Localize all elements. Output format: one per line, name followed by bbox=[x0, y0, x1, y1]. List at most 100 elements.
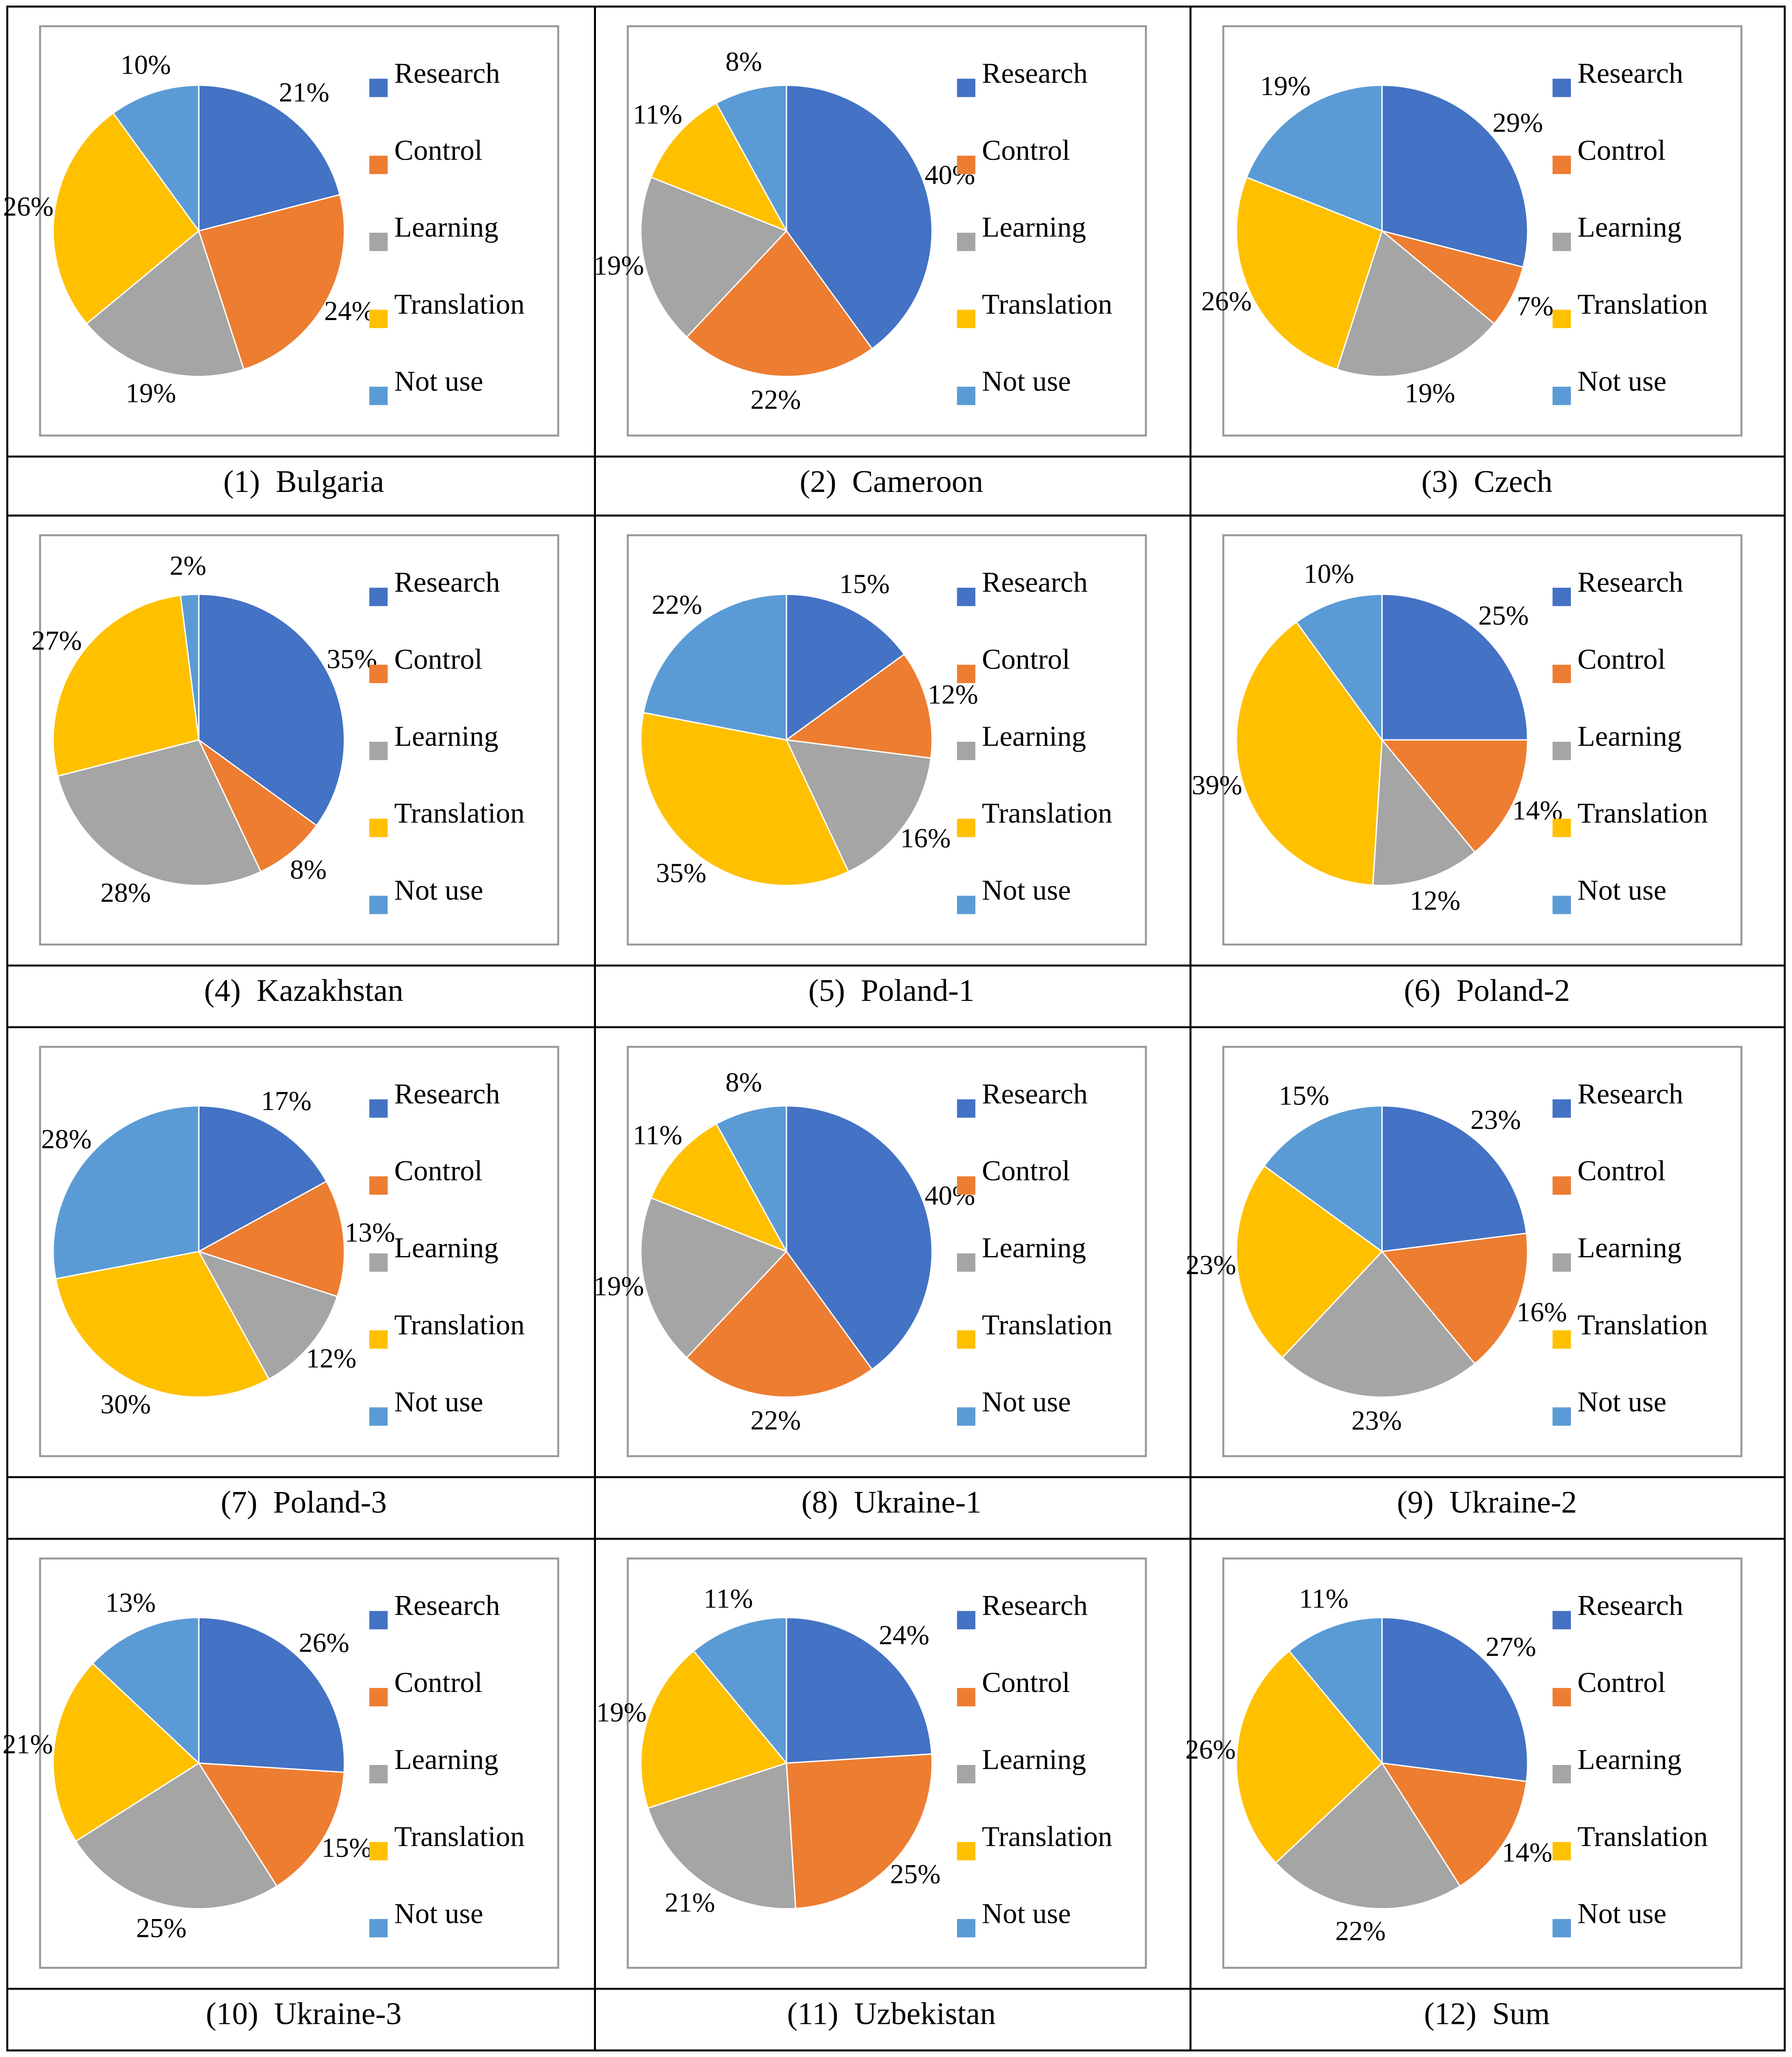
legend-label: Learning bbox=[982, 1231, 1086, 1264]
pie-slice bbox=[198, 194, 345, 371]
legend-label: Not use bbox=[394, 874, 483, 906]
pie-slice bbox=[1288, 1617, 1383, 1765]
legend-label: Research bbox=[1578, 1077, 1683, 1110]
pie-slice bbox=[1381, 1232, 1528, 1365]
legend-swatch bbox=[369, 1253, 388, 1272]
pie-slice bbox=[786, 1617, 933, 1764]
pie-slice bbox=[1381, 1105, 1528, 1253]
data-label: 27% bbox=[1486, 1632, 1536, 1662]
legend-swatch bbox=[369, 309, 388, 328]
caption: (3) Czech bbox=[1421, 464, 1553, 499]
legend-swatch bbox=[957, 1611, 975, 1630]
legend-label: Translation bbox=[982, 288, 1112, 320]
legend-label: Learning bbox=[982, 1743, 1086, 1775]
data-label: 15% bbox=[1279, 1081, 1329, 1111]
caption: (10) Ukraine-3 bbox=[206, 1997, 402, 2032]
legend-label: Learning bbox=[1578, 211, 1682, 243]
legend-swatch bbox=[369, 587, 388, 606]
legend-label: Learning bbox=[1578, 1231, 1682, 1264]
legend-swatch bbox=[957, 1919, 975, 1938]
legend-swatch bbox=[957, 155, 975, 174]
data-label: 19% bbox=[1405, 378, 1455, 409]
legend-label: Research bbox=[1578, 57, 1683, 89]
legend-swatch bbox=[957, 387, 975, 405]
legend-swatch bbox=[957, 1407, 975, 1426]
legend-label: Control bbox=[1578, 134, 1666, 166]
caption-number: (10) bbox=[206, 1997, 258, 2032]
legend-swatch bbox=[1552, 309, 1571, 328]
pie-slice bbox=[1336, 230, 1495, 377]
legend-swatch bbox=[369, 818, 388, 837]
legend-swatch bbox=[369, 742, 388, 760]
data-label: 19% bbox=[1260, 71, 1311, 101]
data-label: 11% bbox=[1299, 1584, 1349, 1614]
legend-swatch bbox=[957, 1765, 975, 1784]
data-label: 23% bbox=[1351, 1405, 1402, 1436]
legend-swatch bbox=[1552, 155, 1571, 174]
legend-swatch bbox=[957, 664, 975, 683]
legend-swatch bbox=[957, 896, 975, 914]
legend-swatch bbox=[957, 818, 975, 837]
legend-swatch bbox=[1552, 896, 1571, 914]
legend-swatch bbox=[369, 1842, 388, 1860]
caption: (1) Bulgaria bbox=[223, 464, 384, 499]
pie-slice bbox=[1381, 84, 1528, 268]
legend-swatch bbox=[369, 155, 388, 174]
data-label: 25% bbox=[1478, 601, 1529, 631]
legend-label: Translation bbox=[394, 797, 525, 829]
legend-label: Not use bbox=[394, 1385, 483, 1418]
caption-number: (3) bbox=[1421, 464, 1458, 499]
caption-number: (2) bbox=[800, 464, 836, 499]
pie-slice bbox=[1236, 621, 1383, 886]
data-label: 22% bbox=[750, 385, 801, 415]
legend-label: Not use bbox=[982, 365, 1071, 397]
legend-swatch bbox=[957, 1253, 975, 1272]
pie-slice bbox=[650, 1123, 788, 1253]
caption-title: Bulgaria bbox=[276, 464, 384, 499]
pie-slice bbox=[1246, 84, 1383, 232]
legend-swatch bbox=[957, 587, 975, 606]
data-label: 12% bbox=[306, 1343, 357, 1374]
legend-swatch bbox=[1552, 1842, 1571, 1860]
caption-title: Ukraine-2 bbox=[1449, 1485, 1577, 1520]
legend-label: Control bbox=[982, 134, 1070, 166]
data-label: 15% bbox=[321, 1833, 372, 1863]
data-label: 28% bbox=[41, 1124, 92, 1155]
legend-label: Not use bbox=[1578, 365, 1667, 397]
pie-slice bbox=[198, 593, 345, 826]
data-label: 13% bbox=[345, 1217, 395, 1248]
legend-swatch bbox=[957, 1688, 975, 1706]
pie-slice bbox=[85, 230, 245, 377]
pie-slice bbox=[180, 593, 199, 740]
legend-label: Translation bbox=[982, 1820, 1112, 1852]
pie-slice bbox=[647, 1762, 797, 1910]
caption: (4) Kazakhstan bbox=[204, 973, 403, 1008]
legend-swatch bbox=[369, 1176, 388, 1195]
pie-slice bbox=[197, 1762, 345, 1887]
legend-label: Not use bbox=[1578, 874, 1667, 906]
legend-label: Research bbox=[982, 1589, 1087, 1621]
caption-title: Poland-3 bbox=[273, 1485, 387, 1520]
data-label: 10% bbox=[1303, 559, 1354, 589]
data-label: 22% bbox=[652, 590, 702, 620]
caption-number: (5) bbox=[809, 973, 845, 1008]
legend-swatch bbox=[369, 1611, 388, 1630]
data-label: 26% bbox=[3, 191, 53, 222]
data-label: 11% bbox=[633, 99, 683, 130]
legend-label: Translation bbox=[1578, 1309, 1708, 1341]
legend-swatch bbox=[957, 1099, 975, 1118]
caption-number: (9) bbox=[1397, 1485, 1433, 1520]
data-label: 14% bbox=[1502, 1838, 1552, 1868]
caption-title: Sum bbox=[1492, 1997, 1550, 2032]
legend-swatch bbox=[369, 896, 388, 914]
legend-swatch bbox=[1552, 79, 1571, 97]
legend-swatch bbox=[369, 387, 388, 405]
pie-slice bbox=[1372, 738, 1476, 886]
legend-label: Learning bbox=[394, 1743, 498, 1775]
pie-slice bbox=[640, 1197, 788, 1359]
data-label: 23% bbox=[1470, 1105, 1521, 1135]
pie-slice bbox=[75, 1762, 278, 1910]
pie-slice bbox=[52, 1662, 200, 1842]
legend-label: Control bbox=[982, 643, 1070, 675]
data-label: 24% bbox=[879, 1620, 930, 1650]
